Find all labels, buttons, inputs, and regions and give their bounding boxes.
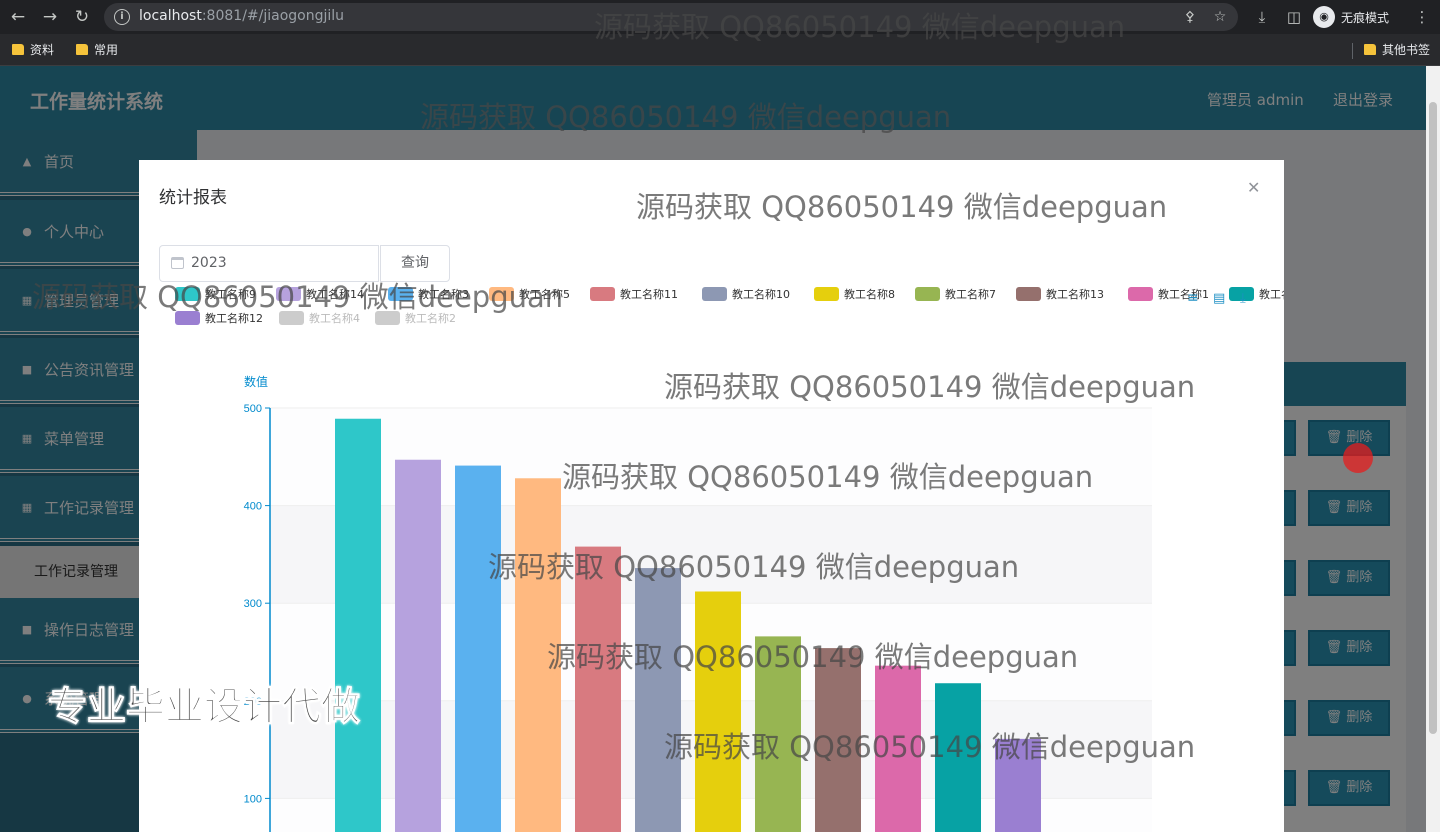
bookmark-folder-other[interactable]: 其他书签 <box>1364 41 1430 58</box>
incognito-badge[interactable]: ◉ 无痕模式 <box>1313 4 1389 30</box>
legend-label: 教工名称14 <box>306 287 364 301</box>
legend-swatch <box>175 287 200 301</box>
legend-label: 教工名称7 <box>945 287 996 301</box>
legend-label: 教工名称1 <box>1158 287 1209 301</box>
page-scrollbar[interactable] <box>1426 66 1440 832</box>
forward-arrow-icon[interactable]: → <box>42 7 58 27</box>
y-tick-label: 300 <box>244 598 262 610</box>
folder-icon <box>76 44 88 55</box>
legend-swatch <box>388 287 413 301</box>
url-text[interactable]: localhost:8081/#/jiaogongjilu <box>139 8 344 24</box>
bookmark-separator <box>1352 43 1353 59</box>
legend-label: 教工名称12 <box>205 311 263 325</box>
bar-教工名称13 <box>815 648 861 832</box>
site-info-icon[interactable]: i <box>114 9 130 25</box>
bookmark-label: 资料 <box>30 43 55 57</box>
legend-label: 教工名称6 <box>1259 287 1284 301</box>
app-page: 工作量统计系统 管理员 admin 退出登录 ▲首页 ●个人中心 ▦管理员管理 … <box>0 66 1426 832</box>
query-button[interactable]: 查询 <box>380 245 450 282</box>
reload-icon[interactable]: ↻ <box>74 7 90 27</box>
legend-label-inactive: 教工名称4 <box>309 311 360 325</box>
browser-toolbar: ← → ↻ i localhost:8081/#/jiaogongjilu ⚴ … <box>0 0 1440 34</box>
legend-label-inactive: 教工名称2 <box>405 311 456 325</box>
folder-icon <box>12 44 24 55</box>
legend-swatch <box>1229 287 1254 301</box>
url-host: localhost <box>139 8 202 24</box>
legend-swatch <box>175 311 200 325</box>
y-tick-label: 500 <box>244 403 262 415</box>
year-picker[interactable]: 2023 <box>159 245 379 282</box>
bar-教工名称14 <box>395 459 441 832</box>
bookmark-folder-ziliao[interactable]: 资料 <box>12 41 54 58</box>
legend-label: 教工名称10 <box>732 287 790 301</box>
save-image-icon: ⤓ <box>1240 291 1246 306</box>
y-tick-label: 200 <box>244 696 262 708</box>
bar-教工名称11 <box>575 546 621 832</box>
back-arrow-icon[interactable]: ← <box>10 7 26 27</box>
address-bar[interactable]: i localhost:8081/#/jiaogongjilu ⚴ ☆ <box>104 3 1238 31</box>
calendar-icon <box>171 257 184 269</box>
legend-label: 教工名称5 <box>519 287 570 301</box>
bookmark-label: 其他书签 <box>1382 43 1431 57</box>
dialog-title: 统计报表 <box>159 188 227 208</box>
bar-教工名称12 <box>995 738 1041 832</box>
legend-label: 教工名称3 <box>418 287 469 301</box>
legend-swatch <box>590 287 615 301</box>
legend-swatch <box>489 287 514 301</box>
scrollbar-thumb[interactable] <box>1429 102 1437 734</box>
bookmarks-bar: 资料 常用 其他书签 <box>0 34 1440 66</box>
legend-label: 教工名称11 <box>620 287 678 301</box>
y-tick-label: 400 <box>244 501 262 513</box>
bar-教工名称6 <box>935 683 981 832</box>
close-icon[interactable]: ✕ <box>1247 178 1261 197</box>
star-icon[interactable]: ☆ <box>1213 9 1227 25</box>
year-value: 2023 <box>191 255 227 271</box>
bar-教工名称1 <box>875 665 921 832</box>
legend-swatch <box>1128 287 1153 301</box>
legend-swatch <box>915 287 940 301</box>
incognito-label: 无痕模式 <box>1341 10 1390 25</box>
menu-dots-icon[interactable]: ⋮ <box>1414 8 1430 26</box>
bar-教工名称3 <box>455 465 501 832</box>
bar-教工名称8 <box>695 591 741 832</box>
mouse-cursor-indicator <box>1343 443 1373 473</box>
legend-label: 教工名称9 <box>205 287 256 301</box>
data-view-icon: ≡ <box>1187 290 1199 306</box>
bookmark-label: 常用 <box>94 43 119 57</box>
legend-swatch <box>276 287 301 301</box>
url-path: :8081/#/jiaogongjilu <box>201 8 345 24</box>
key-icon[interactable]: ⚴ <box>1184 9 1196 25</box>
statistics-bar-chart: 0100200300400500数值月份教工名称9教工名称14教工名称3教工名称… <box>175 287 1284 832</box>
y-tick-label: 100 <box>244 793 262 805</box>
legend-swatch <box>1016 287 1041 301</box>
bookmark-folder-changyong[interactable]: 常用 <box>76 41 118 58</box>
legend-label: 教工名称13 <box>1046 287 1104 301</box>
incognito-icon: ◉ <box>1313 6 1335 28</box>
watermark-banner: 专业毕业设计代做 <box>47 685 361 731</box>
bar-教工名称7 <box>755 636 801 832</box>
legend-swatch <box>702 287 727 301</box>
folder-icon <box>1364 44 1376 55</box>
report-dialog: 统计报表 ✕ 2023 查询 0100200300400500数值月份教工名称9… <box>139 160 1284 832</box>
bar-教工名称10 <box>635 568 681 832</box>
y-axis-title: 数值 <box>244 374 268 389</box>
legend-swatch-inactive <box>279 311 304 325</box>
chart-type-icon: ▤ <box>1213 291 1225 306</box>
side-panel-icon[interactable]: ◫ <box>1286 8 1302 26</box>
download-icon[interactable]: ⤓ <box>1258 8 1266 26</box>
legend-swatch-inactive <box>375 311 400 325</box>
bar-教工名称9 <box>335 418 381 832</box>
bar-教工名称5 <box>515 478 561 832</box>
legend-label: 教工名称8 <box>844 287 895 301</box>
legend-swatch <box>814 287 839 301</box>
